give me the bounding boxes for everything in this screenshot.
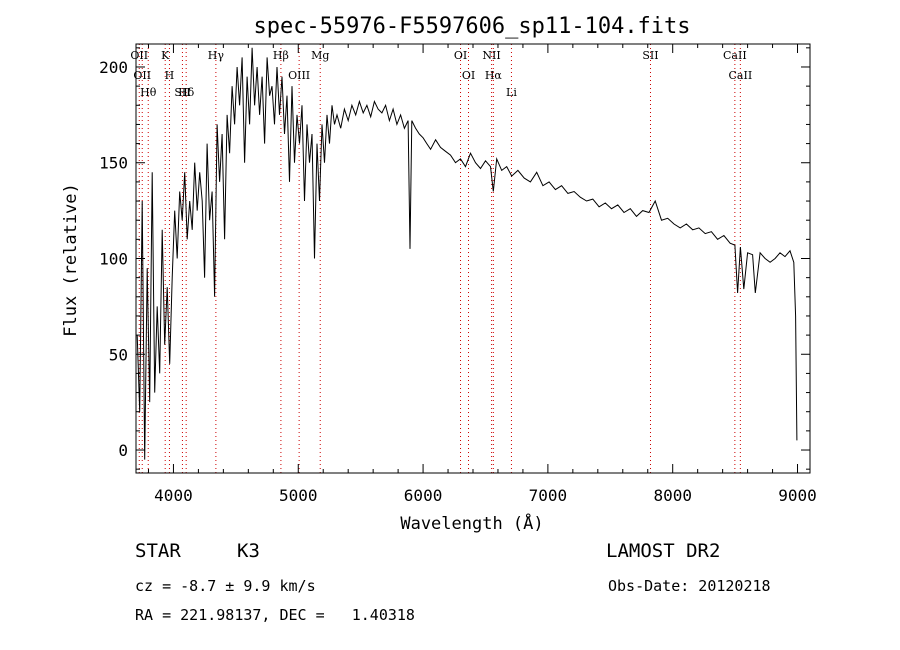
plot-frame [135, 43, 811, 474]
x-tick-label: 8000 [653, 486, 692, 505]
line-marker-label: CaII [729, 69, 753, 82]
x-axis-ticks: 4000 5000 6000 7000 8000 9000 [147, 44, 817, 505]
spectral-line-markers [138, 44, 741, 473]
x-axis-label: Wavelength (Å) [400, 512, 543, 534]
x-tick-label: 4000 [154, 486, 193, 505]
line-marker-label: SII [174, 86, 190, 99]
observation-date: Obs-Date: 20120218 [608, 577, 771, 595]
line-marker-label: CaII [723, 49, 747, 62]
line-marker-label: Mg [311, 49, 329, 62]
y-tick-label: 50 [109, 345, 128, 364]
x-tick-label: 5000 [279, 486, 318, 505]
line-marker-label: OII [133, 69, 151, 82]
x-tick-label: 7000 [529, 486, 568, 505]
line-marker-label: K [161, 49, 170, 62]
line-marker-label: NII [482, 49, 500, 62]
line-marker-label: OI [454, 49, 467, 62]
y-tick-label: 200 [99, 58, 128, 77]
y-axis-ticks: 0 50 100 150 200 [99, 47, 810, 470]
line-marker-label: Hγ [208, 49, 225, 62]
line-marker-label: Li [506, 86, 517, 99]
x-tick-label: 9000 [778, 486, 817, 505]
line-marker-label: H [165, 69, 175, 82]
coordinates: RA = 221.98137, DEC = 1.40318 [135, 606, 415, 624]
line-marker-label: OIII [288, 69, 310, 82]
line-marker-label: Hθ [140, 86, 157, 99]
y-tick-label: 150 [99, 154, 128, 173]
object-subclass: K3 [237, 540, 260, 562]
y-tick-label: 100 [99, 250, 128, 269]
line-marker-label: OII [130, 49, 148, 62]
x-tick-label: 6000 [404, 486, 443, 505]
velocity-readout: cz = -8.7 ± 9.9 km/s [135, 577, 316, 595]
line-marker-label: SII [642, 49, 658, 62]
line-marker-label: Hα [485, 69, 503, 82]
line-marker-label: Hβ [273, 49, 289, 62]
line-marker-label: OI [462, 69, 475, 82]
y-axis-label: Flux (relative) [61, 183, 81, 337]
object-class: STAR [135, 540, 181, 562]
line-marker-label: Hδ [178, 86, 195, 99]
survey-name: LAMOST DR2 [606, 540, 721, 562]
spectrum-line [136, 47, 798, 460]
chart-title: spec-55976-F5597606_sp11-104.fits [253, 14, 690, 39]
y-tick-label: 0 [118, 441, 128, 460]
